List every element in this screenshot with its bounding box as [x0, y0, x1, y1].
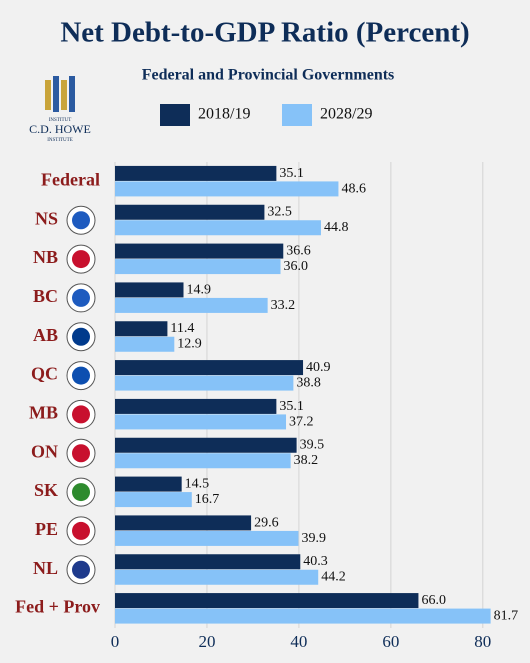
y-tick-label: PE	[35, 519, 58, 539]
data-label: 66.0	[421, 593, 446, 608]
data-label: 12.9	[177, 337, 202, 352]
data-label: 16.7	[195, 492, 220, 507]
data-label: 14.9	[187, 282, 212, 297]
data-label: 36.0	[284, 259, 309, 274]
bar	[115, 554, 301, 570]
data-label: 38.8	[296, 376, 321, 391]
data-label: 48.6	[341, 181, 366, 196]
bar	[115, 181, 339, 197]
x-tick-label: 80	[474, 632, 491, 651]
y-tick-label: AB	[33, 325, 58, 345]
flag-icon	[72, 483, 90, 502]
bar	[115, 282, 184, 298]
flag-icon	[72, 327, 90, 346]
bar	[115, 515, 252, 531]
x-tick-label: 60	[382, 632, 399, 651]
data-label: 40.3	[303, 554, 328, 569]
bar	[115, 530, 299, 546]
x-tick-label: 20	[198, 632, 215, 651]
legend-label: 2028/29	[320, 106, 372, 123]
flag-icon	[72, 288, 90, 307]
data-label: 40.9	[306, 360, 331, 375]
data-label: 32.5	[267, 205, 292, 220]
bar	[115, 476, 182, 492]
x-tick-label: 0	[111, 632, 120, 651]
bar	[115, 569, 319, 585]
y-tick-label: NB	[33, 247, 58, 267]
data-label: 35.1	[279, 399, 304, 414]
bar	[115, 414, 287, 430]
bar	[115, 437, 297, 453]
logo-bar	[45, 80, 51, 110]
chart-title: Net Debt-to-GDP Ratio (Percent)	[60, 17, 469, 49]
bar	[115, 336, 175, 352]
logo: INSTITUT C.D. HOWE INSTITUTE	[29, 76, 91, 143]
y-tick-label: ON	[31, 441, 58, 461]
logo-text: C.D. HOWE	[29, 122, 91, 136]
flag-icon	[72, 405, 90, 424]
data-label: 81.7	[494, 609, 519, 624]
y-tick-label: BC	[33, 286, 58, 306]
data-label: 14.5	[185, 477, 210, 492]
y-tick-label: MB	[29, 403, 58, 423]
x-tick-label: 40	[290, 632, 307, 651]
flag-icon	[72, 211, 90, 230]
bar	[115, 375, 294, 391]
data-label: 29.6	[254, 515, 279, 530]
bar	[115, 321, 168, 337]
data-label: 39.9	[301, 531, 326, 546]
bar	[115, 204, 265, 220]
y-tick-label: Fed + Prov	[15, 597, 100, 617]
bar	[115, 220, 321, 236]
bar	[115, 360, 304, 376]
data-label: 35.1	[279, 166, 304, 181]
y-tick-label: Federal	[41, 170, 100, 190]
flag-icon	[72, 521, 90, 540]
data-label: 11.4	[170, 321, 194, 336]
bar	[115, 492, 192, 508]
y-tick-label: NL	[33, 558, 58, 578]
bar	[115, 243, 284, 259]
logo-bar	[69, 76, 75, 112]
bar	[115, 398, 277, 414]
legend-swatch	[160, 104, 190, 126]
data-label: 33.2	[271, 298, 296, 313]
data-label: 36.6	[286, 244, 311, 259]
logo-bar	[53, 76, 59, 112]
y-tick-label: NS	[35, 208, 58, 228]
bar	[115, 593, 419, 609]
bar	[115, 297, 268, 313]
bar	[115, 165, 277, 181]
bar	[115, 259, 281, 275]
flag-icon	[72, 366, 90, 385]
data-label: 44.2	[321, 570, 346, 585]
legend-swatch	[282, 104, 312, 126]
data-label: 38.2	[294, 453, 319, 468]
flag-icon	[72, 444, 90, 463]
data-label: 44.8	[324, 220, 349, 235]
y-tick-label: QC	[31, 364, 58, 384]
chart-subtitle: Federal and Provincial Governments	[142, 67, 395, 84]
data-label: 39.5	[300, 438, 325, 453]
legend-label: 2018/19	[198, 106, 250, 123]
bar	[115, 608, 491, 624]
logo-bar	[61, 80, 67, 110]
flag-icon	[72, 250, 90, 269]
logo-text: INSTITUTE	[47, 138, 73, 143]
bar	[115, 453, 291, 469]
data-label: 37.2	[289, 414, 314, 429]
flag-icon	[72, 560, 90, 579]
y-tick-label: SK	[34, 480, 58, 500]
logo-text: INSTITUT	[49, 118, 72, 123]
